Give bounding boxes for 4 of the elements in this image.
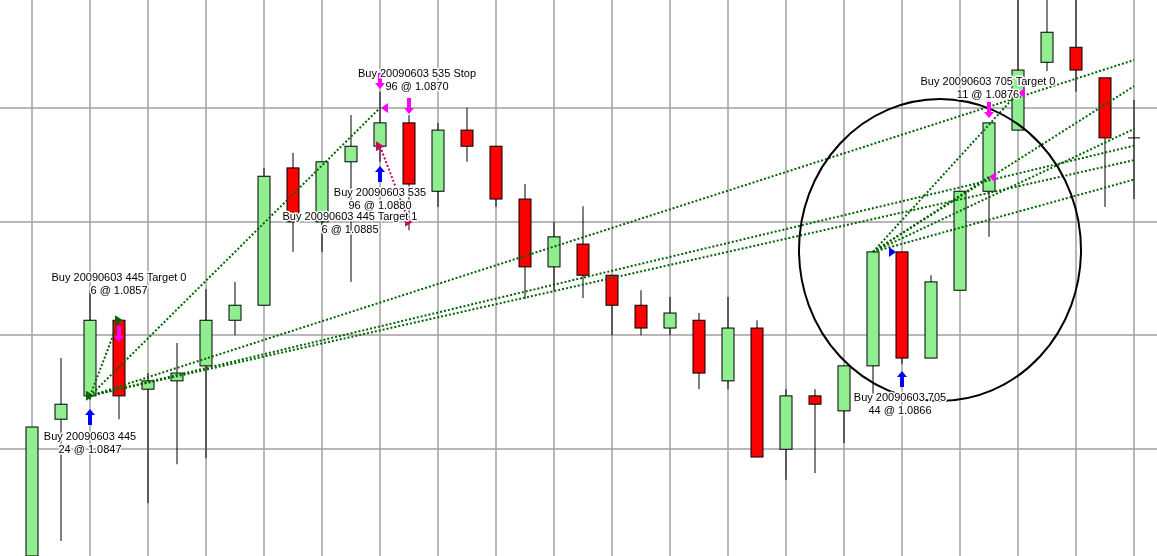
annotation: Buy 20090603 535 96 @ 1.0880 — [333, 186, 427, 211]
annotation: Buy 20090603 445 24 @ 1.0847 — [43, 430, 137, 455]
annotation: Buy 20090603 445 Target 0 6 @ 1.0857 — [51, 271, 187, 296]
annotation: Buy 20090603 535 Stop 96 @ 1.0870 — [357, 67, 477, 92]
